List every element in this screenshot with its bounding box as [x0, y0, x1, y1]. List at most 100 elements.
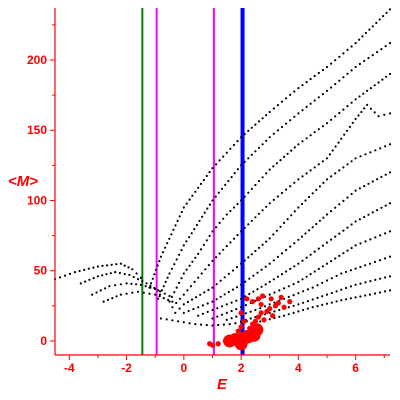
data-point	[364, 281, 367, 284]
x-tick-label: -2	[121, 361, 132, 375]
data-point	[342, 199, 345, 202]
data-point	[338, 79, 341, 82]
x-tick-label: 0	[181, 361, 188, 375]
data-point	[380, 175, 383, 178]
data-point	[369, 87, 372, 90]
data-point	[257, 212, 261, 215]
data-point	[321, 295, 324, 298]
data-point	[201, 312, 204, 315]
data-point	[268, 293, 271, 296]
data-point	[203, 291, 206, 294]
data-point	[231, 269, 234, 272]
data-point	[384, 276, 387, 279]
data-point	[363, 107, 366, 110]
data-point	[276, 255, 279, 258]
data-point	[280, 125, 284, 129]
data-point	[334, 235, 337, 238]
data-point	[154, 293, 157, 296]
data-point	[340, 137, 343, 140]
data-point	[170, 267, 173, 270]
y-axis-title: <M>	[8, 173, 38, 190]
data-point	[220, 187, 224, 190]
data-point	[362, 92, 365, 95]
vertical-reference-lines	[141, 8, 245, 355]
data-point	[368, 293, 372, 296]
data-point	[321, 160, 324, 163]
data-point	[313, 166, 316, 169]
data-point	[216, 315, 219, 318]
data-point	[350, 246, 353, 250]
data-point	[276, 104, 279, 107]
data-point	[182, 244, 185, 247]
data-point	[318, 219, 321, 222]
data-point	[192, 308, 195, 311]
data-point	[215, 256, 218, 259]
data-point	[346, 226, 349, 229]
highlight-point	[249, 299, 256, 305]
highlight-point	[207, 341, 213, 347]
data-point	[297, 87, 300, 90]
data-point	[346, 163, 349, 166]
data-point	[311, 298, 314, 301]
data-point	[172, 228, 175, 231]
data-point	[369, 238, 372, 241]
data-point	[139, 283, 142, 286]
data-point	[125, 282, 128, 285]
data-point	[244, 312, 247, 315]
data-point	[325, 65, 329, 69]
data-point	[225, 318, 228, 321]
data-point	[219, 295, 222, 298]
data-point	[357, 114, 360, 117]
data-point	[139, 276, 142, 279]
data-point	[354, 220, 357, 223]
data-point	[273, 301, 276, 304]
data-point	[163, 292, 166, 295]
data-point	[388, 8, 392, 11]
data-point	[203, 211, 206, 214]
data-point	[354, 42, 357, 45]
data-point	[243, 226, 246, 229]
data-point	[83, 268, 86, 271]
data-point	[162, 285, 165, 288]
data-point	[171, 300, 174, 303]
data-point	[229, 241, 232, 244]
data-point	[104, 287, 107, 290]
data-point	[358, 218, 361, 221]
data-point	[222, 248, 225, 251]
data-point	[208, 203, 211, 206]
y-tick-label: 50	[34, 264, 48, 278]
data-point	[259, 307, 262, 310]
data-point	[301, 140, 304, 143]
data-point	[182, 321, 185, 324]
data-point	[156, 289, 160, 292]
highlight-point	[238, 310, 244, 316]
data-point	[230, 317, 233, 320]
data-point	[388, 42, 392, 45]
data-point	[330, 62, 333, 65]
data-point	[276, 195, 279, 198]
data-point	[201, 304, 204, 307]
data-point	[234, 322, 237, 325]
data-point	[278, 308, 281, 312]
data-point	[376, 209, 379, 212]
data-point	[217, 191, 220, 194]
data-point	[190, 298, 194, 301]
data-point	[349, 297, 352, 300]
data-point	[289, 185, 292, 188]
data-point	[363, 185, 366, 188]
data-point	[293, 210, 296, 213]
data-point	[148, 286, 151, 289]
data-point	[283, 287, 286, 290]
data-point	[305, 275, 308, 278]
data-point	[168, 300, 171, 303]
data-point	[305, 256, 308, 259]
data-point	[304, 232, 307, 235]
data-point	[289, 119, 292, 122]
data-point	[175, 258, 178, 261]
highlight-point	[252, 318, 259, 324]
data-point	[110, 263, 113, 266]
data-point	[211, 167, 214, 170]
data-point	[371, 180, 374, 183]
highlight-point	[270, 313, 276, 319]
